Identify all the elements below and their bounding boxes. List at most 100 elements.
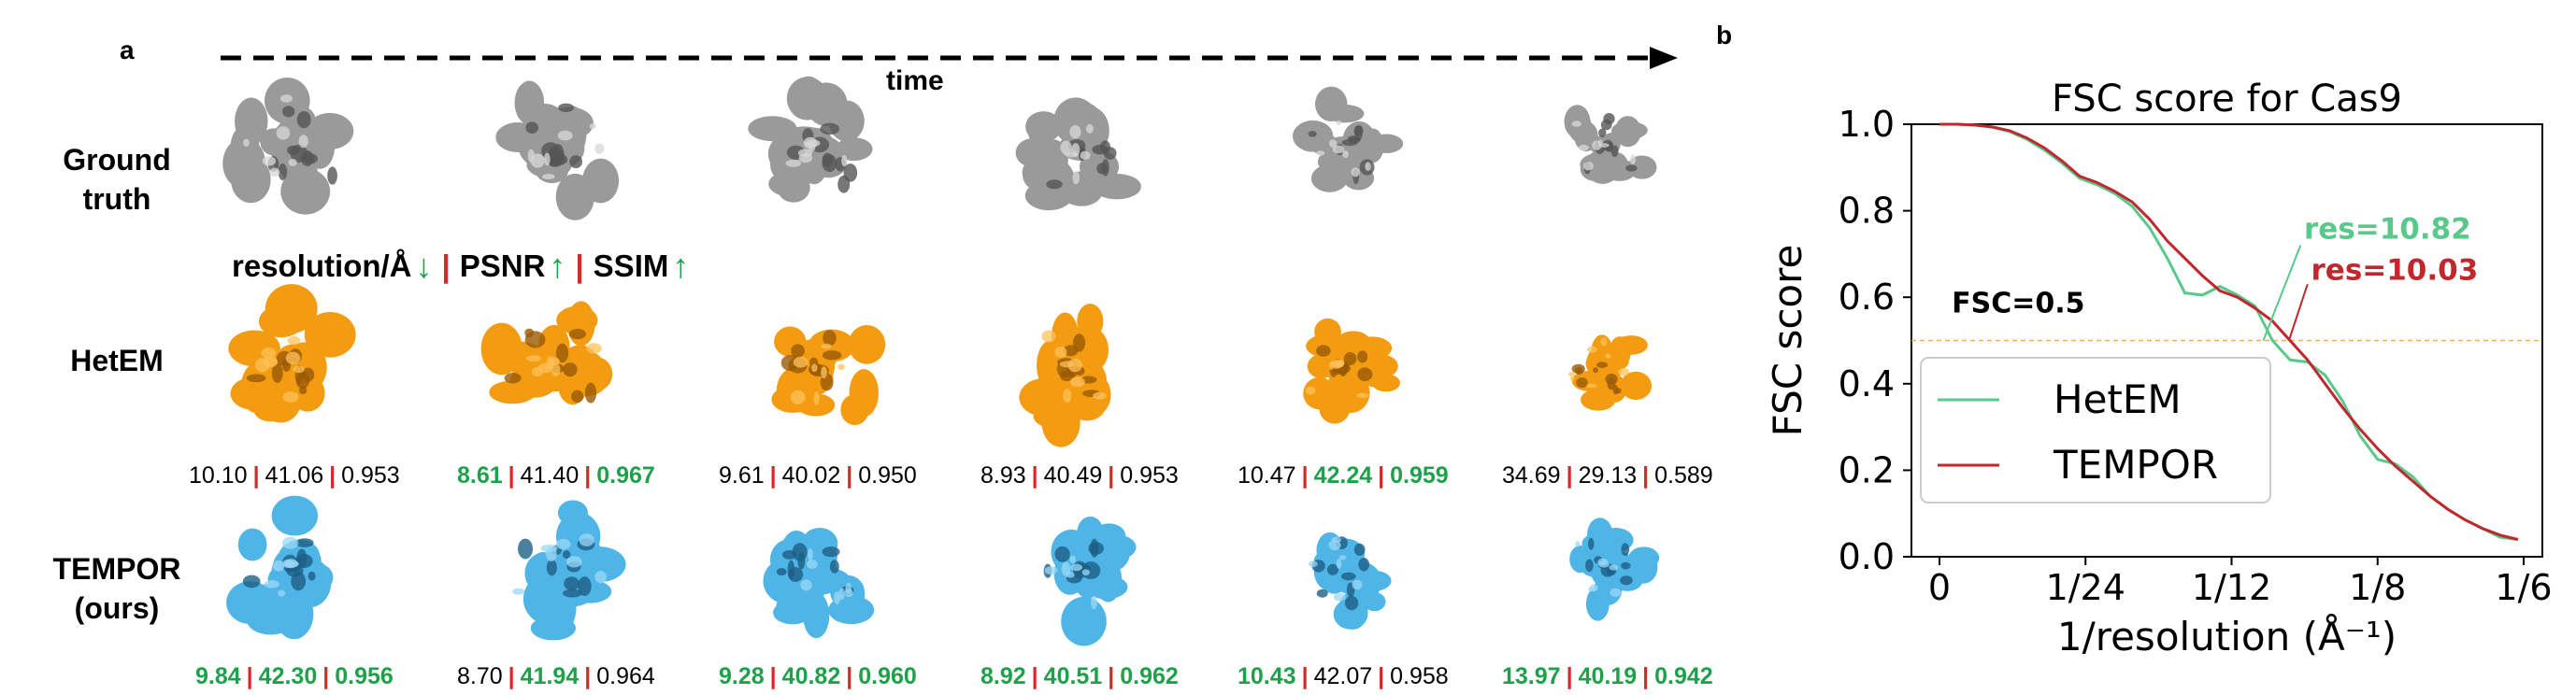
separator: | <box>322 663 330 689</box>
y-tick-label: 0.0 <box>1839 536 1895 577</box>
separator: | <box>1566 462 1573 489</box>
tempor-metrics-4: 8.92 | 40.51 | 0.962 <box>980 663 1179 690</box>
metric-header-resolution: resolution/Å <box>232 248 412 283</box>
hetem-metrics-4: 8.93 | 40.49 | 0.953 <box>980 462 1179 489</box>
resolution-value: 34.69 <box>1502 462 1561 489</box>
psnr-value: 41.06 <box>265 462 324 489</box>
separator: | <box>246 663 253 689</box>
separator: | <box>508 462 515 489</box>
tempor-map-3 <box>763 527 875 639</box>
separator: | <box>1301 663 1309 689</box>
hetem-metrics-3: 9.61 | 40.02 | 0.950 <box>719 462 917 489</box>
separator: | <box>508 663 515 689</box>
resolution-value: 8.70 <box>457 663 503 689</box>
hetem-metrics-1: 10.10 | 41.06 | 0.953 <box>189 462 400 489</box>
separator: | <box>329 462 336 489</box>
metric-header-psnr: PSNR <box>459 248 546 283</box>
y-tick-label: 0.4 <box>1839 363 1895 404</box>
psnr-value: 42.24 <box>1313 462 1373 489</box>
ssim-value: 0.956 <box>335 663 394 689</box>
legend-label-hetem: HetEM <box>2054 376 2182 422</box>
ssim-value: 0.964 <box>596 663 655 689</box>
row-label-line: TEMPOR <box>52 552 181 586</box>
psnr-value: 40.49 <box>1043 462 1103 489</box>
psnr-value: 40.02 <box>781 462 841 489</box>
tempor-metrics-6: 13.97 | 40.19 | 0.942 <box>1502 663 1713 690</box>
separator: | <box>1566 663 1573 689</box>
x-tick-label: 1/6 <box>2495 567 2552 608</box>
row-label-line: truth <box>82 182 151 216</box>
resolution-value: 8.61 <box>457 462 503 489</box>
chart-title: FSC score for Cas9 <box>2052 78 2402 121</box>
y-axis-label: FSC score <box>1765 245 1810 437</box>
ssim-value: 0.962 <box>1120 663 1179 689</box>
separator: | <box>575 248 584 283</box>
hetem-map-1 <box>228 284 356 423</box>
y-tick-label: 0.6 <box>1839 277 1895 318</box>
separator: | <box>1642 663 1650 689</box>
tempor-map-1 <box>226 495 334 640</box>
ssim-value: 0.953 <box>341 462 400 489</box>
time-label: time <box>886 65 944 96</box>
ssim-value: 0.960 <box>858 663 917 689</box>
resolution-value: 9.84 <box>195 663 241 689</box>
psnr-value: 41.94 <box>520 663 580 689</box>
tempor-metrics-3: 9.28 | 40.82 | 0.960 <box>719 663 917 690</box>
tempor-metrics-5: 10.43 | 42.07 | 0.958 <box>1238 663 1449 690</box>
resolution-value: 10.47 <box>1238 462 1296 489</box>
psnr-value: 42.07 <box>1313 663 1373 689</box>
ssim-value: 0.942 <box>1654 663 1713 689</box>
row-label-tempor: TEMPOR (ours) <box>23 549 210 628</box>
x-tick-label: 0 <box>1928 567 1951 608</box>
separator: | <box>1031 462 1038 489</box>
ground-truth-map-1 <box>222 77 354 215</box>
ground-truth-map-5 <box>1292 86 1404 192</box>
tempor-map-4 <box>1043 516 1137 646</box>
separator: | <box>846 663 853 689</box>
row-label-hetem: HetEM <box>23 341 210 380</box>
x-axis-label: 1/resolution (Å⁻¹) <box>2057 613 2397 660</box>
hetem-map-3 <box>771 325 886 426</box>
separator: | <box>846 462 853 489</box>
arrow-up-icon: ↑ <box>549 247 566 285</box>
resolution-value: 9.61 <box>719 462 765 489</box>
hetem-metrics-6: 34.69 | 29.13 | 0.589 <box>1502 462 1713 489</box>
row-label-line: (ours) <box>74 591 160 625</box>
arrow-down-icon: ↓ <box>415 247 433 285</box>
series-line-hetem <box>1939 122 2518 541</box>
resolution-value: 10.43 <box>1238 663 1296 689</box>
resolution-value: 10.10 <box>189 462 248 489</box>
psnr-value: 40.51 <box>1043 663 1103 689</box>
x-tick-label: 1/12 <box>2192 567 2271 608</box>
row-label-line: HetEM <box>70 344 164 377</box>
panel-b-label: b <box>1716 21 1733 50</box>
x-tick-label: 1/8 <box>2349 567 2406 608</box>
separator: | <box>1378 462 1385 489</box>
legend-box <box>1920 357 2271 504</box>
separator: | <box>1031 663 1038 689</box>
y-tick-label: 0.8 <box>1839 191 1895 232</box>
separator: | <box>1108 663 1115 689</box>
annotation-pointer-hetem <box>2262 245 2302 341</box>
ssim-value: 0.959 <box>1390 462 1449 489</box>
tempor-map-6 <box>1569 518 1660 621</box>
resolution-value: 8.93 <box>980 462 1026 489</box>
psnr-value: 42.30 <box>258 663 318 689</box>
hetem-map-4 <box>1019 304 1111 447</box>
hetem-metrics-5: 10.47 | 42.24 | 0.959 <box>1238 462 1449 489</box>
ssim-value: 0.589 <box>1654 462 1713 489</box>
arrow-up-icon: ↑ <box>672 247 690 285</box>
separator: | <box>441 248 451 283</box>
ssim-value: 0.958 <box>1390 663 1449 689</box>
threshold-label: FSC=0.5 <box>1952 287 2084 319</box>
hetem-map-5 <box>1303 318 1401 424</box>
ssim-value: 0.950 <box>858 462 917 489</box>
psnr-value: 40.82 <box>781 663 841 689</box>
separator: | <box>584 663 592 689</box>
metric-header-ssim: SSIM <box>593 248 669 283</box>
row-label-ground-truth: Ground truth <box>23 140 210 219</box>
separator: | <box>769 663 777 689</box>
tempor-map-5 <box>1308 532 1392 630</box>
hetem-map-6 <box>1567 334 1653 411</box>
psnr-value: 40.19 <box>1578 663 1638 689</box>
